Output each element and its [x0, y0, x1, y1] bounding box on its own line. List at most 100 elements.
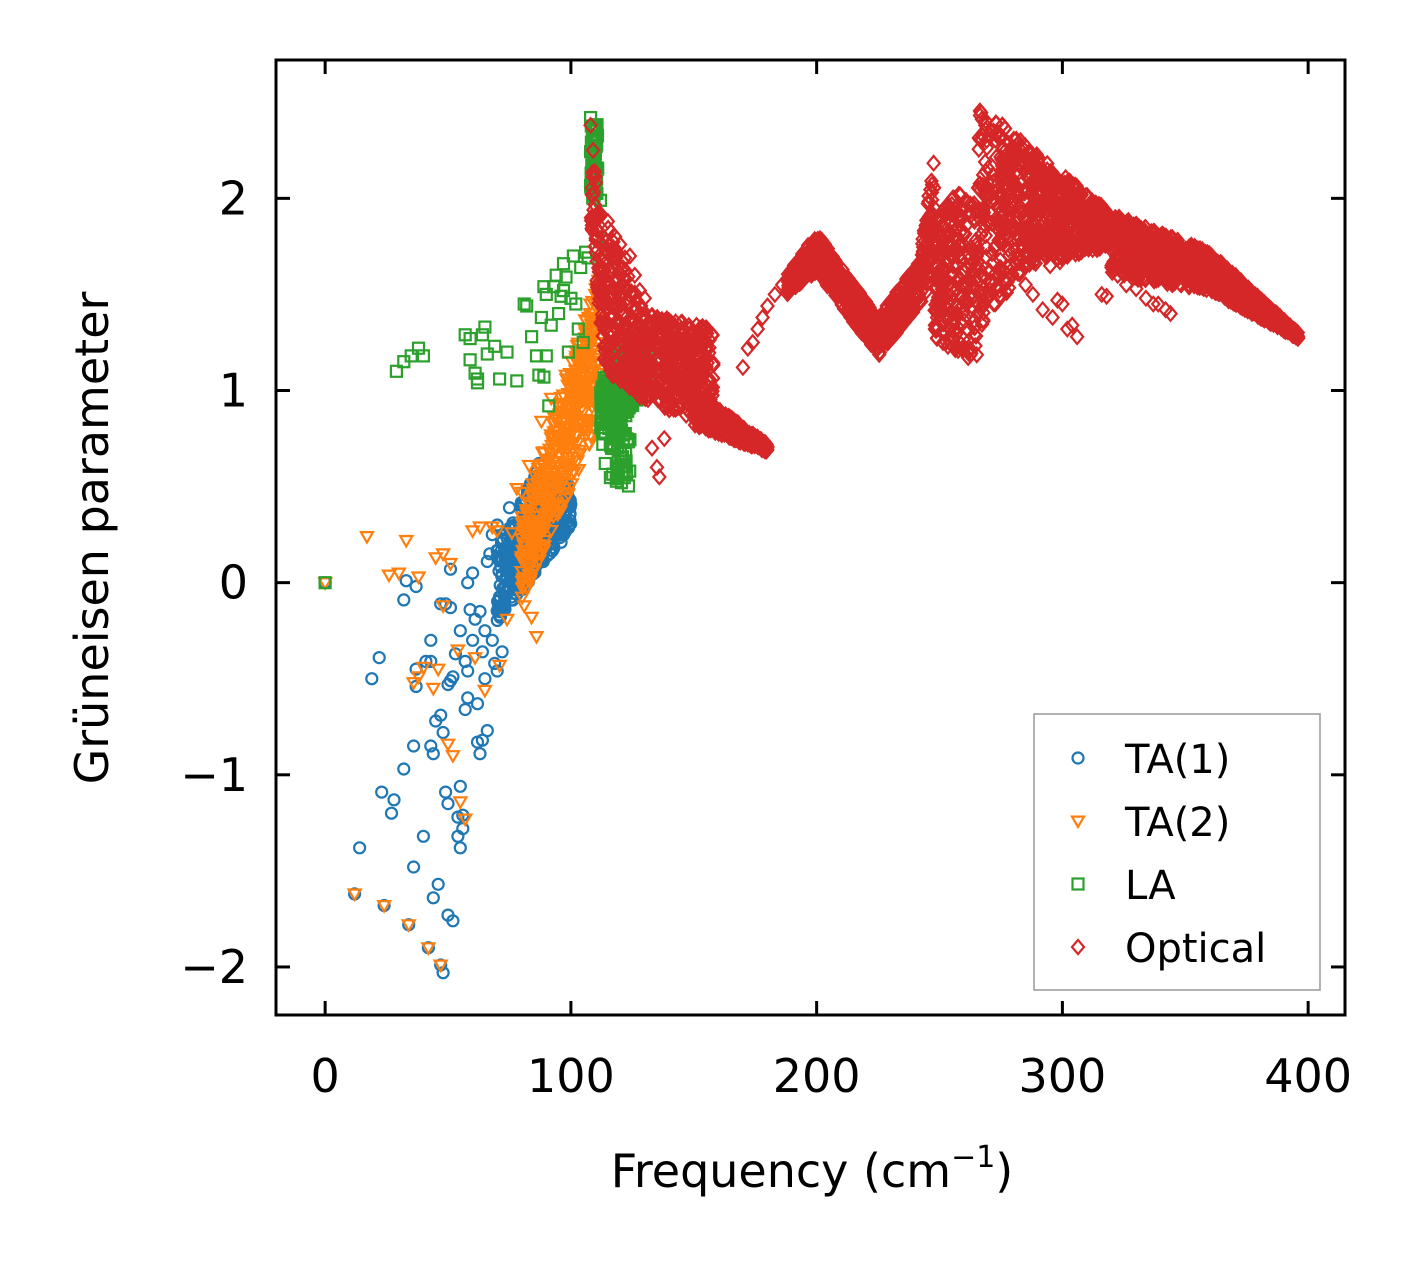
data-point: [984, 214, 1000, 233]
data-point: [988, 236, 1004, 255]
data-point: [1036, 173, 1052, 191]
data-point: [523, 611, 540, 626]
data-point: [425, 682, 442, 697]
data-point: [959, 306, 975, 324]
data-point: [929, 209, 945, 228]
data-point: [600, 350, 616, 369]
data-point: [823, 277, 839, 296]
data-point: [673, 341, 689, 360]
data-point: [788, 258, 804, 276]
data-point: [441, 796, 455, 811]
series-ta2: [317, 266, 614, 974]
data-point: [816, 246, 832, 265]
data-point: [930, 222, 946, 240]
data-point: [560, 434, 577, 448]
data-point: [743, 427, 759, 446]
data-point: [1167, 234, 1183, 253]
data-point: [620, 365, 636, 383]
data-point: [971, 259, 987, 278]
data-point: [424, 739, 438, 753]
data-point: [470, 697, 485, 711]
data-point: [949, 239, 965, 258]
data-point: [972, 200, 988, 219]
data-point: [690, 385, 706, 404]
data-point: [491, 599, 506, 613]
data-point: [994, 202, 1010, 220]
data-point: [439, 785, 453, 799]
data-point: [604, 297, 620, 316]
data-point: [561, 376, 578, 390]
data-point: [609, 472, 623, 486]
data-point: [996, 263, 1012, 281]
data-point: [959, 274, 975, 292]
data-point: [1005, 222, 1021, 240]
data-point: [544, 318, 558, 332]
data-point: [656, 347, 672, 366]
data-point: [467, 652, 484, 666]
data-point: [410, 671, 427, 686]
data-point: [533, 495, 550, 509]
data-point: [435, 548, 452, 563]
data-point: [557, 458, 574, 472]
data-point: [992, 233, 1008, 252]
data-point: [466, 566, 480, 580]
data-point: [572, 359, 589, 374]
data-point: [705, 369, 721, 388]
data-point: [584, 185, 600, 204]
data-point: [538, 454, 555, 468]
data-point: [543, 432, 560, 447]
data-point: [461, 691, 475, 705]
data-point: [1000, 240, 1016, 259]
series-optical: [583, 102, 1306, 486]
data-point: [561, 345, 576, 359]
data-point: [759, 438, 775, 457]
data-point: [580, 419, 597, 434]
data-point: [897, 306, 913, 325]
data-point: [814, 263, 830, 282]
data-point: [376, 899, 393, 914]
data-point: [1160, 246, 1176, 265]
data-point: [639, 327, 655, 346]
data-point: [922, 180, 938, 199]
data-point: [643, 383, 659, 401]
data-point: [994, 116, 1010, 135]
data-point: [524, 531, 541, 545]
data-point: [524, 546, 541, 561]
data-point: [534, 310, 549, 325]
data-point: [457, 813, 474, 828]
data-point: [562, 441, 578, 456]
data-point: [929, 329, 945, 348]
data-point: [557, 369, 574, 384]
data-point: [603, 261, 619, 280]
data-point: [567, 400, 584, 415]
data-point: [516, 580, 533, 595]
data-point: [424, 654, 438, 669]
data-point: [517, 297, 531, 311]
data-point: [522, 515, 539, 530]
data-point: [978, 112, 994, 130]
data-point: [810, 255, 826, 274]
data-point: [835, 270, 851, 288]
data-point: [690, 362, 706, 381]
data-point: [436, 725, 450, 740]
data-point: [979, 131, 995, 150]
data-point: [549, 268, 563, 282]
data-point: [480, 723, 494, 738]
data-point: [678, 364, 694, 383]
data-point: [463, 353, 477, 367]
data-point: [707, 401, 723, 420]
data-point: [1004, 265, 1020, 283]
data-point: [587, 207, 603, 226]
data-point: [542, 399, 556, 413]
data-point: [581, 397, 598, 412]
data-point: [390, 567, 407, 582]
data-point: [955, 235, 971, 253]
data-point: [920, 248, 936, 267]
data-point: [638, 308, 654, 327]
data-point: [619, 454, 633, 468]
data-point: [537, 370, 551, 384]
data-point: [500, 345, 514, 359]
data-point: [598, 456, 612, 471]
data-point: [536, 475, 553, 490]
data-point: [375, 785, 389, 799]
